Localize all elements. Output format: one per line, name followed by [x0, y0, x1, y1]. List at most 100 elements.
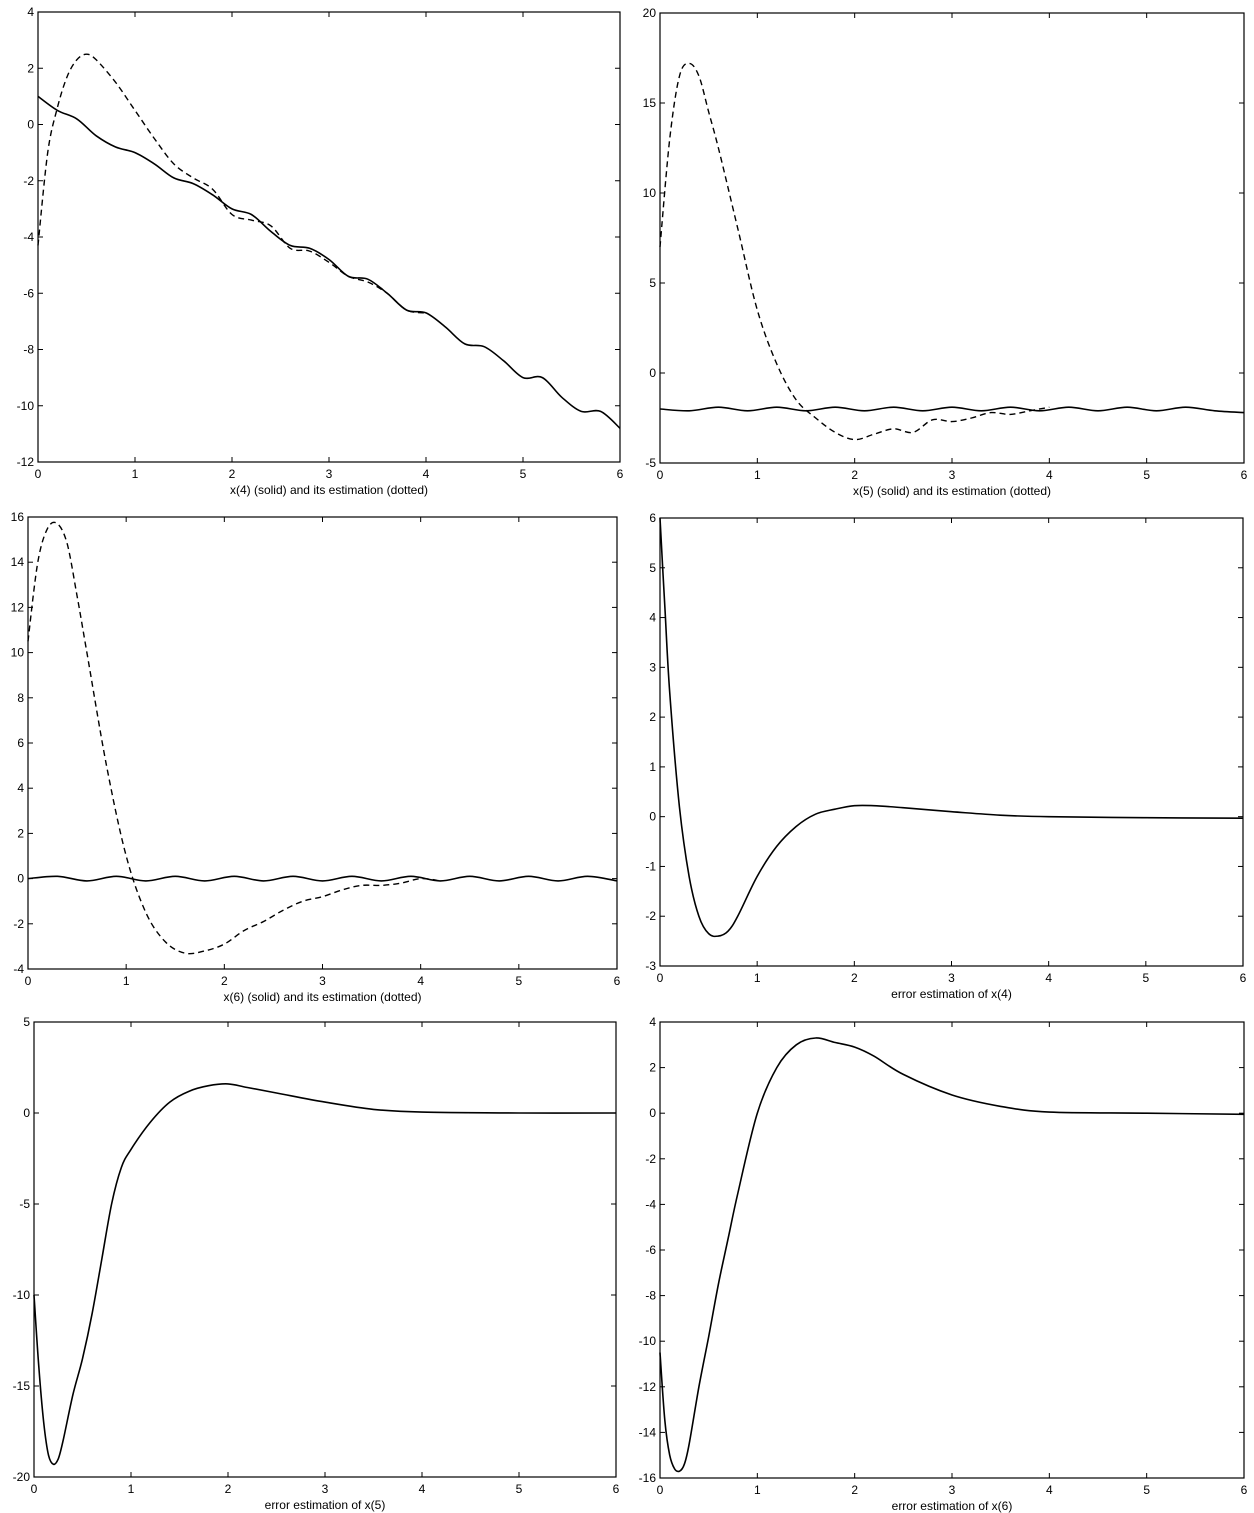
series-line-solid: [33, 1083, 617, 1466]
x-tick-label: 1: [754, 1483, 761, 1497]
y-tick-label: 8: [17, 691, 24, 705]
y-tick-label: 0: [649, 810, 656, 824]
x-tick-label: 3: [949, 468, 956, 482]
x-tick-label: 0: [31, 1482, 38, 1496]
chart-error-x5: 0 1 2 3 4 5 6 -20 -15 -10 -5 0 5 error estimation of …: [13, 1015, 620, 1512]
panel-x4-estimation: 0 1 2 3 4 5 6 -12 -10 -8 -6 -4 -2 0 2 4 x(4) (solid) and…: [0, 0, 627, 505]
x-tick-label: 6: [614, 974, 621, 988]
series-line-estimation: [659, 62, 1050, 441]
x-tick-label: 4: [1045, 971, 1052, 985]
x-tick-label: 3: [949, 1483, 956, 1497]
y-tick-label: 0: [649, 1106, 656, 1120]
y-tick-label: 4: [649, 1015, 656, 1029]
x-tick-label: 4: [1046, 1483, 1053, 1497]
y-tick-label: -5: [19, 1197, 30, 1211]
x-tick-label: 3: [322, 1482, 329, 1496]
y-tick-label: 2: [27, 61, 34, 75]
x-tick-label: 6: [1240, 971, 1247, 985]
x-tick-label: 5: [1143, 468, 1150, 482]
series-line-estimation: [27, 521, 441, 955]
y-tick-label: -14: [639, 1425, 657, 1439]
y-tick-label: 2: [17, 826, 24, 840]
axes-frame: [37, 11, 621, 463]
y-tick-label: 6: [17, 736, 24, 750]
y-tick-label: -1: [645, 859, 656, 873]
y-tick-label: -8: [23, 343, 34, 357]
x-tick-label: 6: [617, 467, 624, 481]
x-tick-label: 2: [225, 1482, 232, 1496]
axes-frame: [659, 517, 1244, 967]
x-tick-label: 2: [221, 974, 228, 988]
chart-error-x4: 0 1 2 3 4 5 6 -3 -2 -1 0 1 2 3 4 5 6 error estimation of …: [645, 511, 1247, 1001]
y-tick-label: -20: [13, 1470, 31, 1484]
y-tick-label: 16: [11, 510, 25, 524]
y-tick-label: 10: [11, 646, 25, 660]
x-tick-label: 2: [851, 1483, 858, 1497]
x-tick-label: 1: [128, 1482, 135, 1496]
x-tick-label: 3: [326, 467, 333, 481]
x-tick-label: 5: [516, 1482, 523, 1496]
y-tick-label: -4: [23, 230, 34, 244]
x-tick-label: 2: [851, 468, 858, 482]
y-tick-label: 10: [643, 186, 657, 200]
y-tick-label: -6: [645, 1243, 656, 1257]
y-tick-label: -16: [639, 1471, 657, 1485]
axes-frame: [659, 12, 1245, 464]
axes-frame: [33, 1021, 617, 1478]
x-tick-label: 6: [1241, 468, 1248, 482]
x-axis-label: error estimation of x(6): [892, 1499, 1013, 1513]
series-line-solid: [659, 1037, 1245, 1473]
y-tick-label: 5: [649, 561, 656, 575]
x-tick-label: 1: [754, 971, 761, 985]
y-tick-label: -4: [13, 962, 24, 976]
series-line-solid: [37, 95, 621, 429]
y-tick-label: 0: [649, 366, 656, 380]
y-tick-label: -3: [645, 959, 656, 973]
y-tick-label: 5: [23, 1015, 30, 1029]
y-tick-label: 0: [27, 118, 34, 132]
x-tick-label: 5: [1143, 1483, 1150, 1497]
y-tick-label: 3: [649, 660, 656, 674]
y-tick-label: 4: [27, 5, 34, 19]
y-tick-label: 4: [17, 781, 24, 795]
x-tick-label: 6: [1241, 1483, 1248, 1497]
panel-error-x5: 0 1 2 3 4 5 6 -20 -15 -10 -5 0 5 error estimation of …: [0, 1010, 627, 1513]
x-tick-label: 2: [851, 971, 858, 985]
x-tick-label: 5: [515, 974, 522, 988]
x-tick-label: 4: [419, 1482, 426, 1496]
y-tick-label: 20: [643, 6, 657, 20]
x-tick-label: 0: [657, 468, 664, 482]
y-tick-label: -6: [23, 286, 34, 300]
y-tick-label: -2: [645, 909, 656, 923]
x-tick-label: 6: [613, 1482, 620, 1496]
chart-x4-estimation: 0 1 2 3 4 5 6 -12 -10 -8 -6 -4 -2 0 2 4 x(4) (solid) and…: [17, 5, 624, 497]
y-tick-label: 15: [643, 96, 657, 110]
y-tick-label: -5: [645, 456, 656, 470]
y-tick-label: 4: [649, 611, 656, 625]
x-tick-label: 4: [423, 467, 430, 481]
x-axis-label: error estimation of x(5): [265, 1498, 386, 1512]
x-tick-label: 3: [319, 974, 326, 988]
y-tick-label: 0: [17, 872, 24, 886]
x-tick-label: 1: [754, 468, 761, 482]
x-tick-label: 0: [35, 467, 42, 481]
x-axis-label: x(5) (solid) and its estimation (dotted): [853, 484, 1051, 498]
y-tick-label: -2: [23, 174, 34, 188]
y-tick-label: 6: [649, 511, 656, 525]
panel-x5-estimation: 0 1 2 3 4 5 6 -5 0 5 10 15 20 x(5) (solid) and its es…: [627, 0, 1254, 505]
x-tick-label: 1: [132, 467, 139, 481]
y-tick-label: -4: [645, 1197, 656, 1211]
y-tick-label: -10: [17, 399, 35, 413]
y-tick-label: 1: [649, 760, 656, 774]
series-line-solid: [27, 875, 618, 882]
x-tick-label: 1: [123, 974, 130, 988]
series-line-estimation: [37, 53, 427, 314]
panel-error-x6: 0 1 2 3 4 5 6 -16 -14 -12 -10 -8 -6 -4 -2 0 2 4 error esti…: [627, 1010, 1254, 1513]
y-tick-label: 14: [11, 555, 25, 569]
x-tick-label: 0: [25, 974, 32, 988]
x-axis-label: x(6) (solid) and its estimation (dotted): [223, 990, 421, 1004]
x-tick-label: 4: [1046, 468, 1053, 482]
y-tick-label: 12: [11, 600, 25, 614]
